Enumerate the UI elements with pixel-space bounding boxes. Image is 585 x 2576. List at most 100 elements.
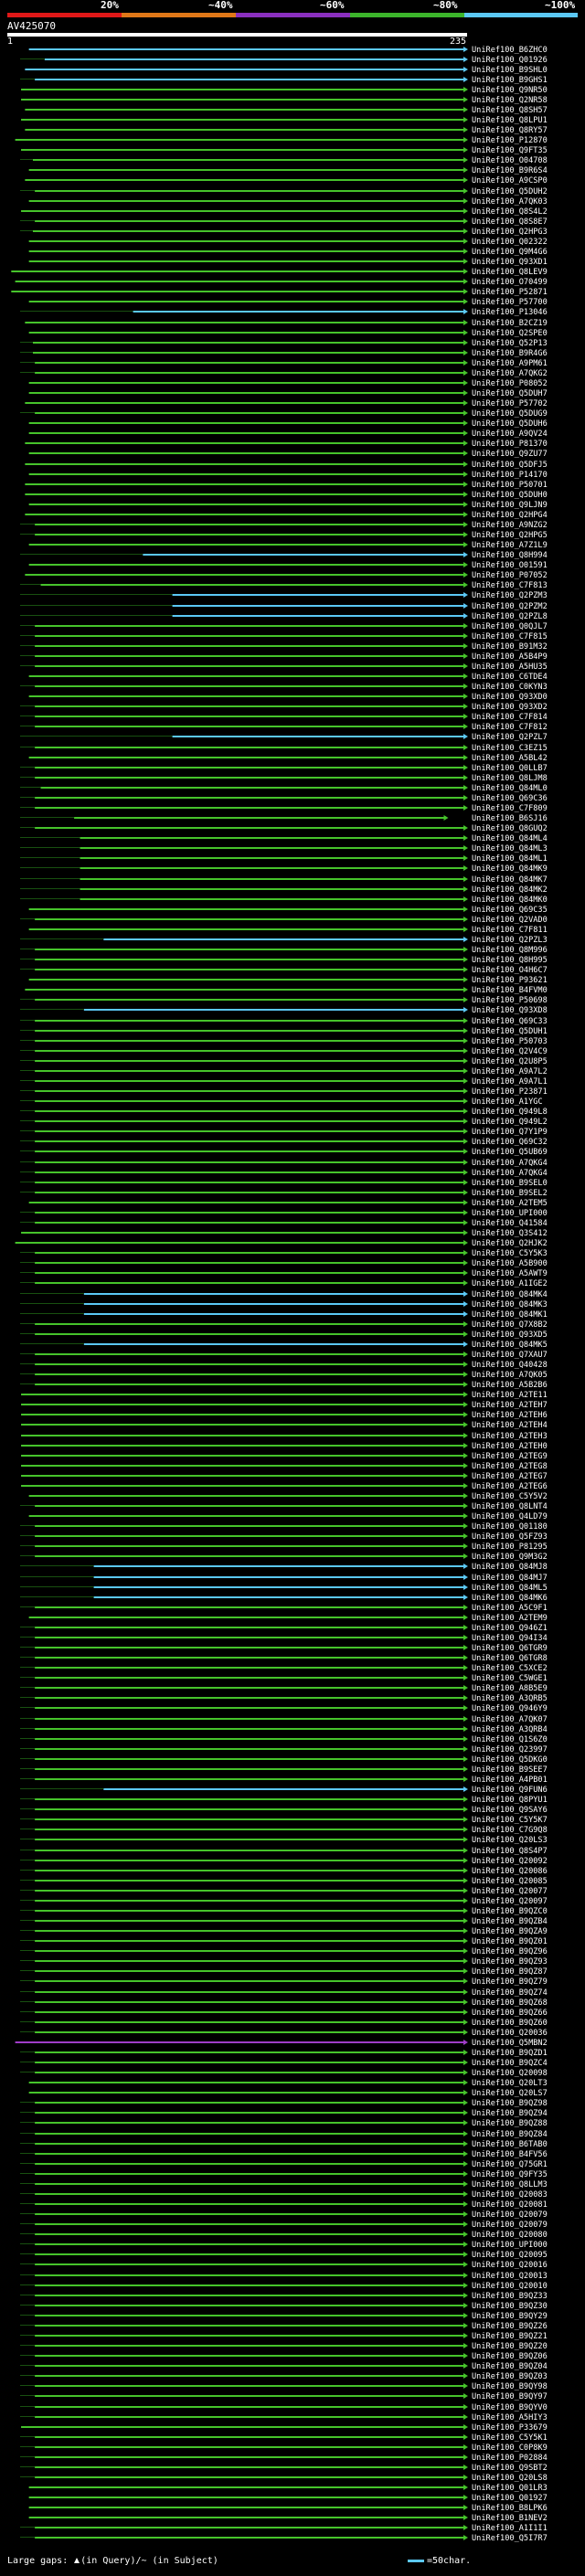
- hit-label[interactable]: UniRef100_Q0QJL7: [472, 622, 548, 631]
- hit-label[interactable]: UniRef100_Q8H994: [472, 551, 548, 560]
- hit-label[interactable]: UniRef100_A5B900: [472, 1259, 548, 1268]
- hit-label[interactable]: UniRef100_A9A7L2: [472, 1067, 548, 1076]
- hit-label[interactable]: UniRef100_B8LPK6: [472, 2504, 548, 2513]
- hit-label[interactable]: UniRef100_A2TE11: [472, 1391, 548, 1400]
- hit-label[interactable]: UniRef100_Q40428: [472, 1361, 548, 1370]
- hit-label[interactable]: UniRef100_B9QZ74: [472, 1988, 548, 1998]
- hit-label[interactable]: UniRef100_B9QZ06: [472, 2352, 548, 2361]
- hit-label[interactable]: UniRef100_Q69C36: [472, 794, 548, 803]
- hit-label[interactable]: UniRef100_P07052: [472, 571, 548, 580]
- hit-label[interactable]: UniRef100_A7QK03: [472, 197, 548, 207]
- hit-label[interactable]: UniRef100_B9QZ20: [472, 2342, 548, 2351]
- hit-label[interactable]: UniRef100_P50698: [472, 996, 548, 1005]
- hit-label[interactable]: UniRef100_B1NEV2: [472, 2514, 548, 2523]
- hit-label[interactable]: UniRef100_Q20079: [472, 2210, 548, 2220]
- hit-label[interactable]: UniRef100_B9SHL0: [472, 66, 548, 75]
- hit-label[interactable]: UniRef100_P08052: [472, 379, 548, 388]
- hit-label[interactable]: UniRef100_A5B4P9: [472, 652, 548, 662]
- hit-label[interactable]: UniRef100_Q8S4L2: [472, 207, 548, 217]
- hit-label[interactable]: UniRef100_B9QZ79: [472, 1977, 548, 1987]
- hit-label[interactable]: UniRef100_Q8LLM3: [472, 2180, 548, 2189]
- hit-label[interactable]: UniRef100_Q20098: [472, 2069, 548, 2078]
- hit-label[interactable]: UniRef100_Q20036: [472, 2029, 548, 2038]
- hit-label[interactable]: UniRef100_Q2U8P5: [472, 1057, 548, 1066]
- hit-label[interactable]: UniRef100_C7F812: [472, 723, 548, 732]
- hit-label[interactable]: UniRef100_C5Y5K3: [472, 1249, 548, 1258]
- hit-label[interactable]: UniRef100_Q84ML3: [472, 844, 548, 853]
- hit-label[interactable]: UniRef100_B6TAB0: [472, 2140, 548, 2149]
- hit-label[interactable]: UniRef100_Q20080: [472, 2231, 548, 2240]
- hit-label[interactable]: UniRef100_Q2PZL3: [472, 936, 548, 945]
- hit-label[interactable]: UniRef100_A3QRB5: [472, 1694, 548, 1703]
- hit-label[interactable]: UniRef100_Q84ML1: [472, 854, 548, 864]
- hit-label[interactable]: UniRef100_A9PM61: [472, 359, 548, 368]
- hit-label[interactable]: UniRef100_Q5DUH1: [472, 1027, 548, 1036]
- hit-label[interactable]: UniRef100_P02884: [472, 2454, 548, 2463]
- hit-label[interactable]: UniRef100_Q3S412: [472, 1229, 548, 1238]
- hit-label[interactable]: UniRef100_Q93XD2: [472, 703, 548, 712]
- hit-label[interactable]: UniRef100_B9QZ21: [472, 2332, 548, 2341]
- hit-label[interactable]: UniRef100_Q5DUH7: [472, 389, 548, 398]
- hit-label[interactable]: UniRef100_B9QZ26: [472, 2322, 548, 2331]
- hit-label[interactable]: UniRef100_Q4LD79: [472, 1512, 548, 1521]
- hit-label[interactable]: UniRef100_P81295: [472, 1542, 548, 1552]
- hit-label[interactable]: UniRef100_A7QKG4: [472, 1169, 548, 1178]
- hit-label[interactable]: UniRef100_A7QK05: [472, 1371, 548, 1380]
- hit-label[interactable]: UniRef100_Q93XD5: [472, 1330, 548, 1340]
- hit-label[interactable]: UniRef100_Q8M996: [472, 946, 548, 955]
- hit-label[interactable]: UniRef100_Q84MK7: [472, 875, 548, 885]
- hit-label[interactable]: UniRef100_Q20LS7: [472, 2089, 548, 2098]
- hit-label[interactable]: UniRef100_A1I1I1: [472, 2524, 548, 2533]
- hit-label[interactable]: UniRef100_Q6TGR8: [472, 1654, 548, 1663]
- hit-label[interactable]: UniRef100_B4FV56: [472, 2150, 548, 2159]
- hit-label[interactable]: UniRef100_C5WGE1: [472, 1674, 548, 1683]
- hit-label[interactable]: UniRef100_B9QZ88: [472, 2119, 548, 2128]
- hit-label[interactable]: UniRef100_C7F815: [472, 632, 548, 641]
- hit-label[interactable]: UniRef100_B9QZ96: [472, 1947, 548, 1956]
- hit-label[interactable]: UniRef100_Q84MK5: [472, 1341, 548, 1350]
- hit-label[interactable]: UniRef100_Q8GUQ2: [472, 824, 548, 833]
- hit-label[interactable]: UniRef100_Q5DKG0: [472, 1755, 548, 1765]
- hit-label[interactable]: UniRef100_A5C9F1: [472, 1604, 548, 1613]
- hit-label[interactable]: UniRef100_A9QV24: [472, 429, 548, 439]
- hit-label[interactable]: UniRef100_O01591: [472, 561, 548, 570]
- hit-label[interactable]: UniRef100_Q9M4G6: [472, 248, 548, 257]
- hit-label[interactable]: UniRef100_Q2SPE0: [472, 329, 548, 338]
- hit-label[interactable]: UniRef100_Q2V4C9: [472, 1047, 548, 1056]
- hit-label[interactable]: UniRef100_B9QZD1: [472, 2049, 548, 2058]
- hit-label[interactable]: UniRef100_Q7X8B2: [472, 1320, 548, 1330]
- hit-label[interactable]: UniRef100_B9QZC4: [472, 2059, 548, 2068]
- hit-label[interactable]: UniRef100_B9QY98: [472, 2382, 548, 2391]
- hit-label[interactable]: UniRef100_A5AWT9: [472, 1269, 548, 1278]
- hit-label[interactable]: UniRef100_Q01180: [472, 1522, 548, 1532]
- hit-label[interactable]: UniRef100_Q2NR58: [472, 96, 548, 105]
- hit-label[interactable]: UniRef100_A2TEH6: [472, 1411, 548, 1420]
- hit-label[interactable]: UniRef100_A2TEH3: [472, 1432, 548, 1441]
- hit-label[interactable]: UniRef100_Q20010: [472, 2282, 548, 2291]
- hit-label[interactable]: UniRef100_A1YGC: [472, 1097, 543, 1107]
- hit-label[interactable]: UniRef100_C0P8K9: [472, 2443, 548, 2453]
- hit-label[interactable]: UniRef100_Q9SAY6: [472, 1806, 548, 1815]
- hit-label[interactable]: UniRef100_UPI000: [472, 1209, 548, 1218]
- hit-label[interactable]: UniRef100_Q2PZL7: [472, 733, 548, 742]
- hit-label[interactable]: UniRef100_B9QY29: [472, 2312, 548, 2321]
- hit-label[interactable]: UniRef100_A2TEG7: [472, 1472, 548, 1481]
- hit-label[interactable]: UniRef100_Q9NR50: [472, 86, 548, 95]
- hit-label[interactable]: UniRef100_Q2PZM3: [472, 591, 548, 600]
- hit-label[interactable]: UniRef100_A9NZG2: [472, 521, 548, 530]
- hit-label[interactable]: UniRef100_B9QZB4: [472, 1917, 548, 1926]
- hit-label[interactable]: UniRef100_Q84ML5: [472, 1584, 548, 1593]
- hit-label[interactable]: UniRef100_Q5DFJ5: [472, 461, 548, 470]
- hit-label[interactable]: UniRef100_B9QZ93: [472, 1957, 548, 1966]
- hit-label[interactable]: UniRef100_A7Z1L9: [472, 541, 548, 550]
- hit-label[interactable]: UniRef100_Q84MK4: [472, 1290, 548, 1299]
- hit-label[interactable]: UniRef100_P33679: [472, 2423, 548, 2433]
- hit-label[interactable]: UniRef100_C5Y5K7: [472, 1816, 548, 1825]
- hit-label[interactable]: UniRef100_Q02322: [472, 238, 548, 247]
- hit-label[interactable]: UniRef100_Q69C35: [472, 906, 548, 915]
- hit-label[interactable]: UniRef100_Q6TGR9: [472, 1644, 548, 1653]
- hit-label[interactable]: UniRef100_C5XCE2: [472, 1664, 548, 1673]
- hit-label[interactable]: UniRef100_Q2HJK2: [472, 1239, 548, 1248]
- hit-label[interactable]: UniRef100_Q5UB69: [472, 1148, 548, 1157]
- hit-label[interactable]: UniRef100_P23871: [472, 1087, 548, 1097]
